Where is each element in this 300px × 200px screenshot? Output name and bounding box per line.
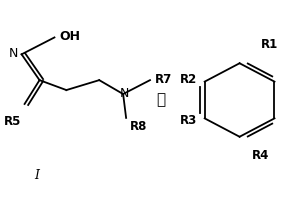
Text: R7: R7 bbox=[154, 73, 172, 86]
Text: N: N bbox=[9, 47, 19, 60]
Text: R8: R8 bbox=[130, 120, 147, 133]
Text: 或: 或 bbox=[156, 92, 165, 107]
Text: R5: R5 bbox=[4, 115, 21, 128]
Text: R1: R1 bbox=[260, 38, 278, 51]
Text: R3: R3 bbox=[180, 114, 197, 127]
Text: R2: R2 bbox=[180, 73, 197, 86]
Text: R4: R4 bbox=[251, 149, 269, 162]
Text: N: N bbox=[120, 87, 129, 100]
Text: OH: OH bbox=[59, 30, 80, 43]
Text: I: I bbox=[34, 169, 39, 182]
